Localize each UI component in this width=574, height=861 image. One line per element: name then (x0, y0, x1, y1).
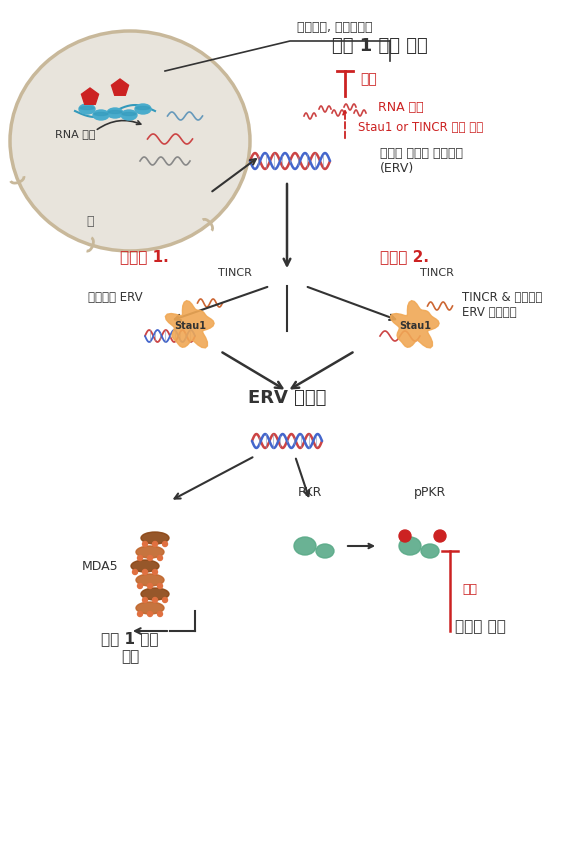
Circle shape (133, 569, 138, 574)
Ellipse shape (135, 104, 151, 114)
Text: 케이스 2.: 케이스 2. (380, 249, 429, 264)
Ellipse shape (316, 544, 334, 558)
Circle shape (162, 598, 168, 603)
Circle shape (148, 584, 153, 589)
Circle shape (434, 530, 446, 542)
Text: 타입 1 면역 반응: 타입 1 면역 반응 (332, 37, 428, 55)
Text: TINCR & 단일가닥
ERV 이중구조: TINCR & 단일가닥 ERV 이중구조 (462, 291, 542, 319)
Circle shape (142, 569, 148, 574)
Circle shape (138, 584, 142, 589)
Polygon shape (165, 300, 214, 348)
Text: RNA 전사: RNA 전사 (55, 129, 95, 139)
Circle shape (153, 569, 157, 574)
Ellipse shape (399, 537, 421, 555)
Circle shape (153, 542, 157, 547)
Text: MDA5: MDA5 (82, 560, 118, 573)
Text: Stau1: Stau1 (174, 321, 206, 331)
Ellipse shape (79, 104, 95, 114)
Text: TINCR: TINCR (420, 268, 454, 278)
Text: 핵: 핵 (86, 215, 94, 228)
Text: 내인성 레트로 바이러스
(ERV): 내인성 레트로 바이러스 (ERV) (380, 147, 463, 175)
Ellipse shape (421, 544, 439, 558)
Circle shape (157, 555, 162, 561)
Ellipse shape (94, 113, 108, 115)
Text: 억제: 억제 (360, 72, 377, 86)
Ellipse shape (141, 532, 169, 544)
Ellipse shape (141, 588, 169, 600)
Ellipse shape (136, 574, 164, 586)
Text: 단백질 합성: 단백질 합성 (455, 619, 506, 634)
Circle shape (142, 542, 148, 547)
Circle shape (399, 530, 411, 542)
Ellipse shape (107, 108, 123, 118)
Ellipse shape (80, 107, 94, 109)
Circle shape (148, 555, 153, 561)
Circle shape (157, 584, 162, 589)
Circle shape (153, 598, 157, 603)
Circle shape (138, 611, 142, 616)
Text: 데시타빈, 아자시티딘: 데시타빈, 아자시티딘 (297, 21, 373, 34)
Text: 억제: 억제 (462, 583, 477, 596)
Text: ERV 안정화: ERV 안정화 (248, 389, 326, 407)
Circle shape (138, 555, 142, 561)
Ellipse shape (131, 560, 159, 572)
Polygon shape (390, 300, 439, 348)
Polygon shape (82, 88, 99, 104)
Text: PKR: PKR (298, 486, 322, 499)
Ellipse shape (10, 31, 250, 251)
Circle shape (157, 611, 162, 616)
Text: 타입 1 면역
반응: 타입 1 면역 반응 (101, 632, 159, 664)
Ellipse shape (136, 602, 164, 614)
Ellipse shape (136, 546, 164, 558)
Text: 이중나선 ERV: 이중나선 ERV (88, 291, 142, 304)
Ellipse shape (122, 113, 136, 115)
Text: Stau1 or TINCR 결핍 상태: Stau1 or TINCR 결핍 상태 (358, 121, 483, 134)
Ellipse shape (121, 110, 137, 120)
Ellipse shape (108, 110, 122, 114)
Text: 케이스 1.: 케이스 1. (120, 249, 169, 264)
Text: pPKR: pPKR (414, 486, 446, 499)
Circle shape (142, 598, 148, 603)
Ellipse shape (136, 107, 150, 109)
Text: TINCR: TINCR (218, 268, 252, 278)
Ellipse shape (93, 110, 109, 120)
Ellipse shape (294, 537, 316, 555)
Circle shape (162, 542, 168, 547)
Text: Stau1: Stau1 (399, 321, 431, 331)
Circle shape (148, 611, 153, 616)
Text: RNA 분해: RNA 분해 (378, 101, 424, 114)
Polygon shape (111, 79, 129, 96)
